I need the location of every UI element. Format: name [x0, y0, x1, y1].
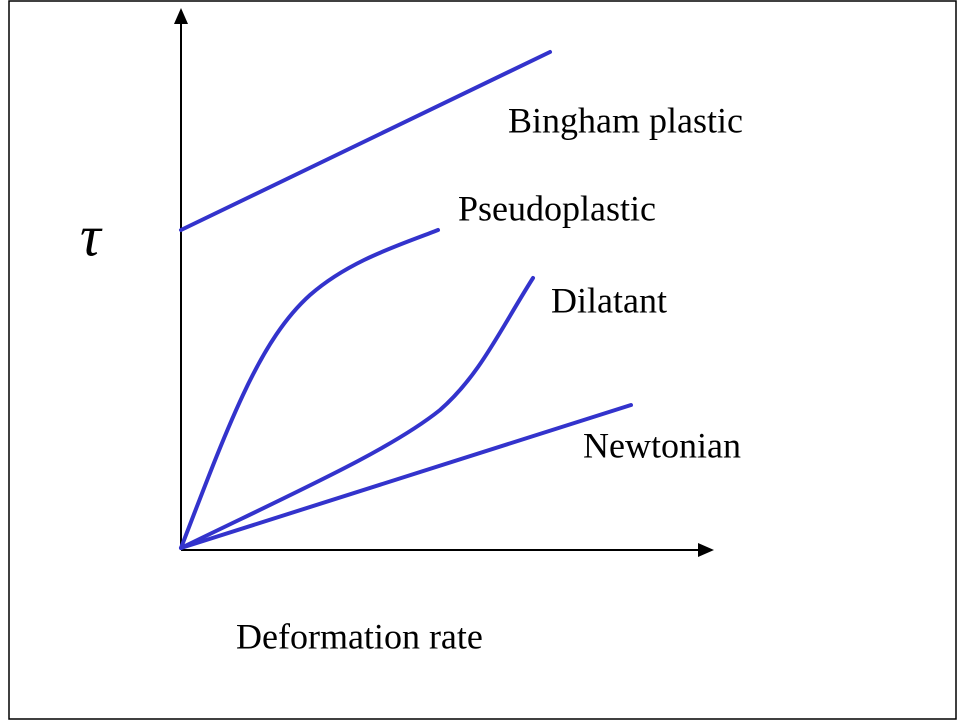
frame: [8, 0, 957, 720]
newtonian-curve: [179, 403, 633, 550]
x-axis-arrow: [698, 543, 714, 557]
curve-label: Bingham plastic: [508, 100, 743, 140]
dilatant-curve: [179, 276, 535, 550]
y-axis-arrow: [174, 8, 188, 24]
curve-label: Pseudoplastic: [458, 188, 656, 228]
curve-label: Newtonian: [583, 425, 741, 465]
x-axis-label: Deformation rate: [236, 616, 483, 656]
pseudoplastic-curve: [179, 228, 440, 550]
y-axis-label: τ: [80, 203, 103, 268]
bingham-curve: [179, 50, 552, 232]
curve-label: Dilatant: [551, 280, 667, 320]
